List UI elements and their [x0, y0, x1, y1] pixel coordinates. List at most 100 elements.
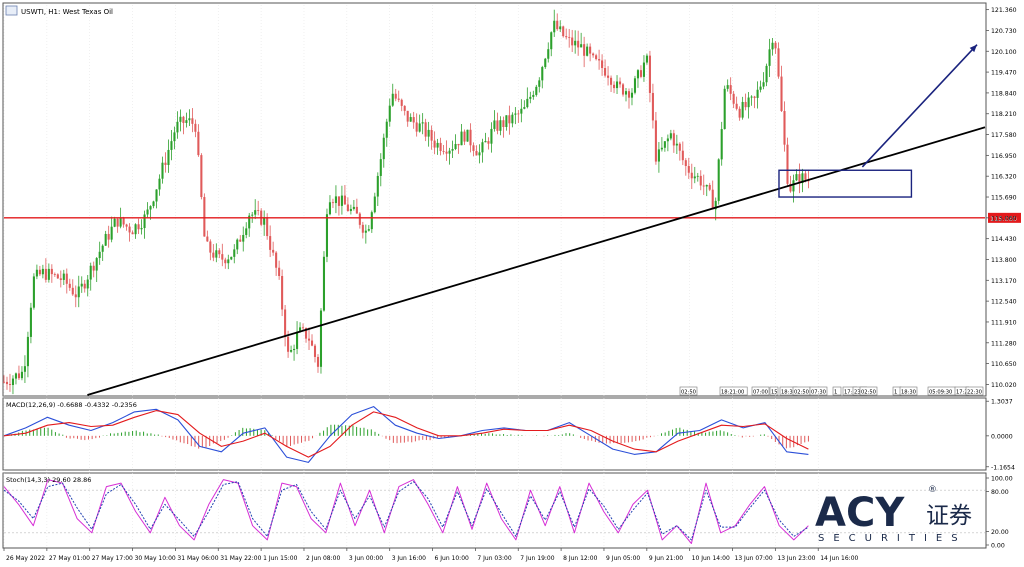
time-strip-label: 02:50 [681, 390, 696, 396]
candle-body [191, 118, 194, 124]
time-strip-label: 18:21:00 [721, 390, 744, 396]
price-y-tick-label: 120.100 [991, 49, 1017, 56]
candle-body [38, 269, 41, 275]
candle-body [696, 175, 699, 177]
candle-body [583, 44, 586, 56]
candle-body [759, 86, 762, 90]
candle-body [263, 217, 266, 225]
time-strip-label: 18:30 [901, 390, 916, 396]
candle-body [559, 26, 562, 30]
price-y-tick-label: 113.800 [991, 257, 1017, 264]
candle-body [436, 142, 439, 148]
candle-body [517, 113, 520, 115]
time-strip-label: 15 [771, 390, 778, 396]
candle-body [382, 137, 385, 160]
stoch-y-tick-label: 20.00 [991, 529, 1009, 536]
candle-body [299, 327, 302, 332]
price-y-tick-label: 112.540 [991, 299, 1017, 306]
candle-body [553, 20, 556, 33]
candle-body [334, 196, 337, 204]
candle-body [589, 46, 592, 54]
time-strip-box [859, 386, 878, 396]
candle-body [17, 373, 20, 379]
candle-body [693, 176, 696, 179]
candle-body [720, 129, 723, 160]
candle-body [316, 356, 320, 367]
x-tick-label: 3 Jun 00:00 [349, 555, 383, 562]
candle-body [421, 122, 424, 124]
candle-body [424, 122, 427, 137]
candle-body [508, 115, 511, 124]
candle-body [433, 140, 436, 148]
x-tick-label: 9 Jun 05:00 [606, 555, 640, 562]
candle-body [789, 183, 792, 192]
candle-body [753, 96, 756, 98]
candle-body [116, 218, 119, 227]
candle-body [556, 20, 559, 30]
candle-body [786, 144, 789, 184]
time-strip-box [769, 386, 779, 396]
x-tick-label: 6 Jun 10:00 [435, 555, 469, 562]
candle-body [328, 202, 331, 215]
candle-body [89, 265, 92, 280]
candle-body [639, 70, 642, 77]
candle-body [35, 269, 38, 277]
price-y-tick-label: 115.060 [991, 215, 1017, 222]
candle-body [331, 202, 334, 204]
candle-body [418, 123, 421, 132]
candle-body [296, 331, 299, 349]
candle-body [158, 178, 161, 190]
candle-body [301, 327, 305, 329]
candle-body [152, 201, 155, 207]
candle-body [122, 217, 125, 225]
candle-body [59, 278, 62, 280]
candle-body [768, 49, 771, 66]
stoch-y-tick-label: 0.00 [991, 542, 1005, 549]
candle-body [627, 91, 631, 98]
candle-body [577, 40, 580, 48]
candle-body [349, 208, 352, 212]
x-axis-labels: 26 May 2022 27 May 01:00 27 May 17:00 30 Ma… [3, 548, 859, 562]
candle-body [47, 268, 50, 280]
candle-body [137, 224, 140, 230]
candle-body [257, 210, 260, 211]
candle-body [490, 128, 493, 144]
candle-body [119, 217, 122, 227]
acy-watermark: ACY ® 证券 SECURITIES [815, 485, 972, 544]
candle-body [400, 99, 403, 106]
candle-body [149, 206, 152, 210]
candle-body [657, 149, 660, 162]
candle-body [355, 206, 358, 214]
macd-signal-line [3, 410, 809, 458]
candle-body [391, 93, 394, 106]
stoch-title-text: Stoch(14,3,3) 29.60 28.86 [6, 476, 91, 484]
candle-body [708, 184, 711, 190]
macd-y-tick-label: 0.0000 [991, 433, 1013, 440]
candle-body [364, 230, 367, 233]
candle-body [62, 273, 65, 280]
x-tick-label: 7 Jun 03:00 [477, 555, 511, 562]
candle-body [26, 336, 29, 367]
price-y-tick-label: 121.360 [991, 7, 1017, 14]
candle-body [565, 36, 568, 38]
candle-body [502, 120, 505, 128]
candle-body [176, 121, 179, 133]
candle-body [8, 384, 12, 386]
candle-body [427, 129, 430, 137]
time-strip-box [751, 386, 770, 396]
candle-body [80, 283, 83, 287]
candle-body [125, 224, 128, 227]
candle-body [592, 53, 595, 56]
y-axis-labels: 121.360 120.730 120.100 119.470 118.840 118.2… [986, 7, 1017, 549]
macd-y-tick-label: 1.3037 [991, 399, 1013, 406]
candle-body [493, 120, 496, 129]
candle-body [155, 189, 158, 202]
x-tick-label: 31 May 22:00 [220, 555, 261, 562]
candle-body [526, 98, 529, 108]
candle-body [71, 287, 74, 295]
candle-body [771, 42, 774, 50]
candle-body [278, 267, 281, 276]
macd-y-tick-label: -1.1654 [991, 464, 1015, 471]
stoch-panel-frame [2, 472, 987, 549]
